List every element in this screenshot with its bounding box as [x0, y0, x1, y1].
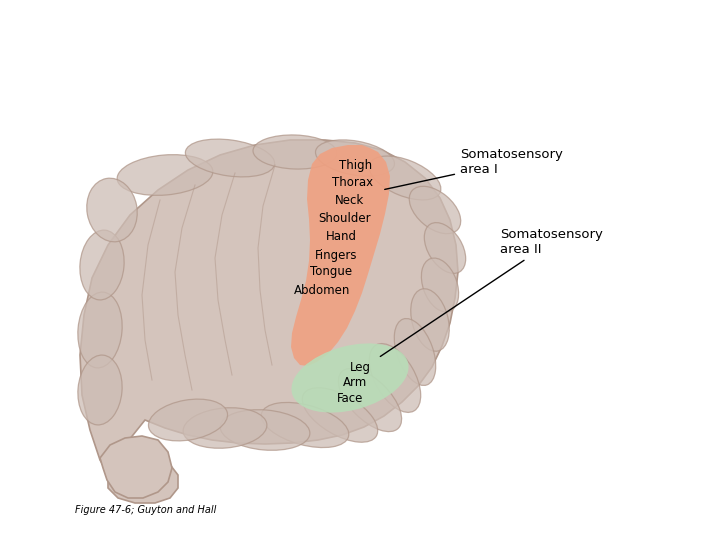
Ellipse shape: [410, 289, 449, 351]
Ellipse shape: [80, 230, 124, 300]
Ellipse shape: [421, 258, 459, 312]
Text: Thorax: Thorax: [333, 177, 374, 190]
Polygon shape: [291, 145, 390, 366]
Text: Abdomen: Abdomen: [294, 284, 350, 296]
Ellipse shape: [395, 319, 436, 386]
Ellipse shape: [292, 343, 408, 413]
Polygon shape: [80, 140, 458, 503]
Ellipse shape: [369, 156, 441, 200]
Ellipse shape: [302, 388, 378, 442]
Ellipse shape: [261, 402, 348, 448]
Ellipse shape: [185, 139, 274, 177]
Ellipse shape: [183, 408, 267, 448]
Ellipse shape: [148, 399, 228, 441]
Text: Arm: Arm: [343, 376, 367, 389]
Ellipse shape: [78, 292, 122, 368]
Text: Somatosensory
area I: Somatosensory area I: [384, 148, 563, 190]
Polygon shape: [100, 436, 172, 498]
Ellipse shape: [117, 154, 213, 195]
Ellipse shape: [424, 222, 466, 273]
Ellipse shape: [253, 135, 337, 169]
Text: Leg: Leg: [349, 361, 371, 375]
Ellipse shape: [78, 355, 122, 425]
Text: Figure 47-6; Guyton and Hall: Figure 47-6; Guyton and Hall: [75, 505, 217, 515]
Ellipse shape: [338, 368, 402, 431]
Text: Thigh: Thigh: [339, 159, 372, 172]
Text: Shoulder: Shoulder: [319, 213, 372, 226]
Text: Somatosensory
area II: Somatosensory area II: [380, 228, 603, 356]
Text: Hand: Hand: [325, 231, 356, 244]
Text: Tongue: Tongue: [310, 266, 352, 279]
Text: Face: Face: [337, 392, 363, 404]
Text: Neck: Neck: [334, 194, 364, 207]
Ellipse shape: [315, 140, 395, 176]
Ellipse shape: [369, 343, 420, 413]
Ellipse shape: [220, 410, 310, 450]
Ellipse shape: [87, 178, 138, 242]
Text: Fingers: Fingers: [315, 248, 357, 261]
Ellipse shape: [409, 186, 461, 234]
